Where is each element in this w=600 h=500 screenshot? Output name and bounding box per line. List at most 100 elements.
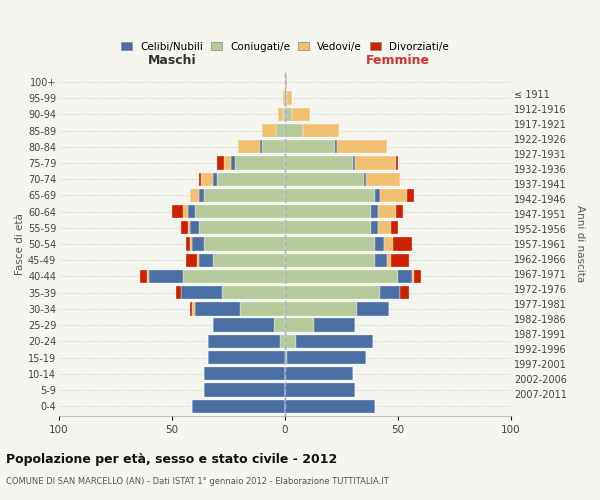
Bar: [190, 189, 199, 202]
Bar: [140, 270, 147, 283]
Bar: [285, 334, 296, 348]
Bar: [212, 318, 274, 332]
Bar: [199, 172, 202, 186]
Text: Maschi: Maschi: [148, 54, 196, 68]
Bar: [337, 140, 386, 153]
Bar: [285, 238, 376, 250]
Bar: [287, 92, 292, 104]
Bar: [292, 108, 310, 121]
Y-axis label: Anni di nascita: Anni di nascita: [575, 206, 585, 282]
Bar: [194, 302, 240, 316]
Bar: [283, 92, 285, 104]
Bar: [188, 205, 194, 218]
Bar: [192, 302, 194, 316]
Bar: [398, 270, 412, 283]
Bar: [400, 286, 409, 300]
Bar: [185, 238, 190, 250]
Bar: [181, 221, 188, 234]
Bar: [285, 318, 314, 332]
Bar: [190, 221, 199, 234]
Bar: [285, 384, 355, 396]
Bar: [212, 254, 285, 267]
Text: Popolazione per età, sesso e stato civile - 2012: Popolazione per età, sesso e stato civil…: [6, 452, 337, 466]
Bar: [367, 172, 400, 186]
Bar: [285, 270, 398, 283]
Bar: [386, 254, 391, 267]
Bar: [212, 172, 217, 186]
Bar: [276, 124, 285, 137]
Bar: [262, 140, 285, 153]
Bar: [262, 124, 276, 137]
Bar: [285, 172, 364, 186]
Bar: [285, 302, 358, 316]
Bar: [203, 189, 285, 202]
Bar: [407, 189, 414, 202]
Bar: [203, 367, 285, 380]
Bar: [203, 238, 285, 250]
Bar: [176, 286, 181, 300]
Bar: [303, 124, 339, 137]
Legend: Celibi/Nubili, Coniugati/e, Vedovi/e, Divorziati/e: Celibi/Nubili, Coniugati/e, Vedovi/e, Di…: [119, 40, 451, 54]
Bar: [285, 156, 353, 170]
Bar: [414, 270, 421, 283]
Bar: [149, 270, 183, 283]
Bar: [285, 286, 380, 300]
Bar: [285, 367, 353, 380]
Bar: [238, 140, 260, 153]
Bar: [285, 140, 335, 153]
Bar: [208, 351, 285, 364]
Bar: [190, 238, 192, 250]
Bar: [376, 189, 380, 202]
Bar: [355, 156, 396, 170]
Bar: [183, 270, 285, 283]
Bar: [335, 140, 337, 153]
Bar: [188, 221, 190, 234]
Bar: [224, 156, 231, 170]
Bar: [285, 189, 376, 202]
Bar: [285, 75, 287, 88]
Bar: [221, 286, 285, 300]
Bar: [208, 334, 280, 348]
Bar: [285, 124, 303, 137]
Bar: [380, 286, 400, 300]
Bar: [371, 221, 377, 234]
Bar: [380, 189, 407, 202]
Bar: [185, 254, 197, 267]
Bar: [353, 156, 355, 170]
Bar: [203, 384, 285, 396]
Bar: [391, 221, 398, 234]
Bar: [280, 334, 285, 348]
Bar: [385, 238, 394, 250]
Bar: [181, 286, 221, 300]
Bar: [199, 189, 203, 202]
Bar: [285, 400, 376, 413]
Bar: [172, 205, 183, 218]
Bar: [260, 140, 262, 153]
Bar: [376, 254, 386, 267]
Bar: [147, 270, 149, 283]
Bar: [197, 254, 199, 267]
Bar: [194, 205, 285, 218]
Bar: [396, 205, 403, 218]
Bar: [371, 205, 377, 218]
Text: Femmine: Femmine: [366, 54, 430, 68]
Text: COMUNE DI SAN MARCELLO (AN) - Dati ISTAT 1° gennaio 2012 - Elaborazione TUTTITAL: COMUNE DI SAN MARCELLO (AN) - Dati ISTAT…: [6, 478, 389, 486]
Bar: [377, 205, 396, 218]
Bar: [287, 351, 367, 364]
Bar: [217, 172, 285, 186]
Bar: [202, 172, 212, 186]
Bar: [377, 221, 391, 234]
Bar: [274, 318, 285, 332]
Bar: [283, 108, 285, 121]
Bar: [394, 238, 412, 250]
Bar: [285, 351, 287, 364]
Bar: [190, 302, 192, 316]
Bar: [235, 156, 285, 170]
Bar: [231, 156, 235, 170]
Bar: [199, 221, 285, 234]
Bar: [192, 238, 203, 250]
Bar: [199, 254, 212, 267]
Bar: [192, 400, 285, 413]
Bar: [296, 334, 373, 348]
Bar: [183, 205, 188, 218]
